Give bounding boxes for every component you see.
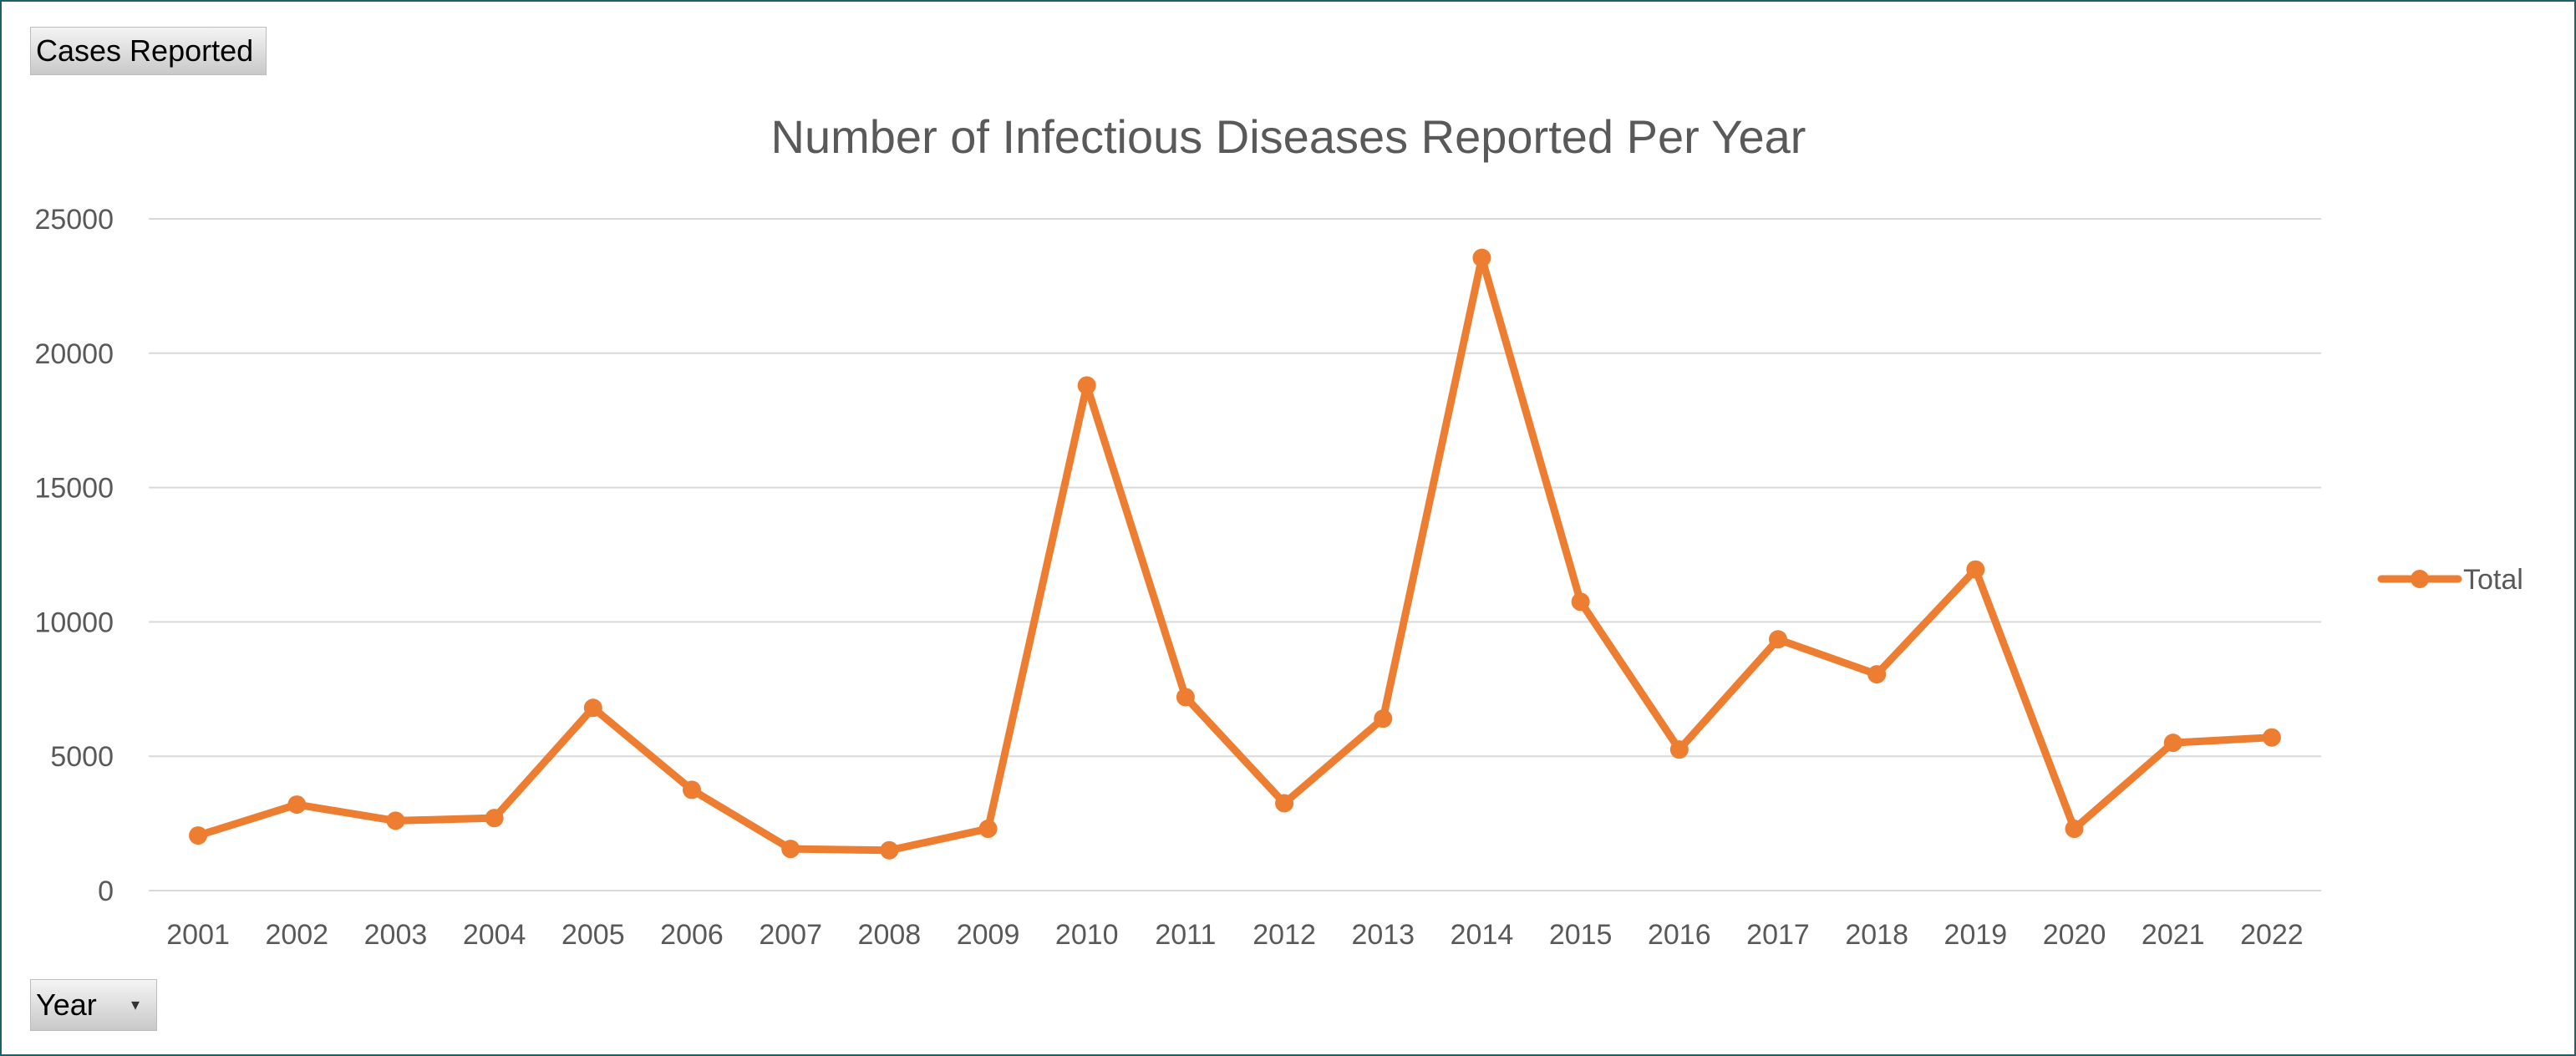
x-tick-label: 2020 [2043,919,2106,951]
data-point [2065,820,2084,839]
data-point [1374,709,1393,729]
series-line [194,254,2276,855]
data-point [189,826,208,845]
x-axis-ticks: 2001 2002 2003 2004 2005 2006 2007 2008 2009 2010… [166,919,2303,951]
y-axis-ticks: 0 5000 10000 15000 20000 25000 [34,204,114,907]
chart-title: Number of Infectious Diseases Reported P… [771,110,1806,163]
data-point [1571,592,1590,612]
x-tick-label: 2018 [1845,919,1908,951]
x-tick-label: 2022 [2240,919,2304,951]
x-tick-label: 2011 [1155,919,1216,951]
cases-reported-label: Cases Reported [36,33,254,68]
x-tick-label: 2019 [1944,919,2008,951]
x-tick-label: 2016 [1648,919,1711,951]
data-point [1669,740,1689,759]
y-tick-label: 25000 [34,204,114,236]
y-tick-label: 5000 [50,741,114,773]
x-tick-label: 2007 [759,919,822,951]
data-point [781,840,800,859]
x-tick-label: 2004 [463,919,526,951]
legend: Total [2377,564,2523,596]
data-point [2163,734,2182,753]
x-tick-label: 2021 [2142,919,2205,951]
data-point [880,840,899,860]
x-tick-label: 2017 [1746,919,1810,951]
x-tick-label: 2012 [1252,919,1316,951]
data-point [386,811,405,830]
gridlines [149,218,2321,891]
series-total [189,248,2281,860]
data-point [583,698,602,718]
cases-reported-field-button[interactable]: Cases Reported [30,27,267,75]
y-tick-label: 15000 [34,473,114,505]
data-point [1966,560,1985,579]
x-tick-label: 2014 [1451,919,1514,951]
y-tick-label: 10000 [34,607,114,638]
data-point [287,795,307,815]
data-point [978,820,998,839]
legend-label: Total [2463,564,2523,596]
dropdown-arrow-icon: ▾ [130,996,140,1014]
data-point [2262,728,2281,747]
data-point [1769,630,1787,649]
data-point [1275,794,1294,813]
x-tick-label: 2013 [1351,919,1415,951]
data-point [485,809,504,828]
data-point [1867,665,1887,684]
y-tick-label: 0 [98,876,114,907]
legend-marker [2411,570,2429,588]
x-tick-label: 2006 [660,919,724,951]
x-tick-label: 2009 [957,919,1020,951]
data-point [1472,248,1491,267]
data-point [683,780,701,800]
y-tick-label: 20000 [34,338,114,370]
x-tick-label: 2010 [1055,919,1119,951]
year-label: Year [36,987,97,1022]
x-tick-label: 2002 [265,919,328,951]
data-point [1077,376,1096,395]
x-tick-label: 2008 [858,919,922,951]
data-point [1176,688,1195,707]
x-tick-label: 2001 [166,919,230,951]
x-tick-label: 2015 [1549,919,1613,951]
x-tick-label: 2003 [364,919,428,951]
x-tick-label: 2005 [561,919,625,951]
year-field-button[interactable]: Year ▾ [30,979,157,1031]
